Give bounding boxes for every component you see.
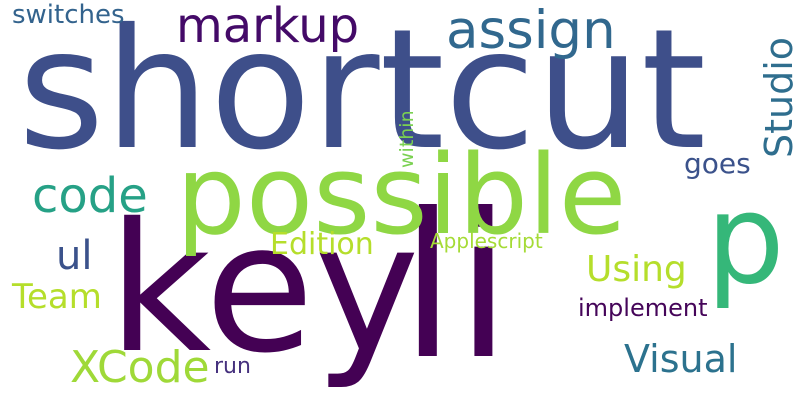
word-studio: Studio bbox=[757, 36, 800, 158]
word-markup: markup bbox=[176, 0, 360, 54]
word-run: run bbox=[214, 354, 251, 379]
word-possible: possible bbox=[176, 131, 627, 259]
word-team: Team bbox=[12, 277, 102, 317]
word-goes: goes bbox=[684, 147, 751, 180]
word-li: li bbox=[400, 171, 512, 400]
word-using: Using bbox=[586, 249, 687, 290]
word-p: p bbox=[706, 168, 785, 312]
word-assign: assign bbox=[446, 0, 616, 61]
word-applescript: Applescript bbox=[430, 229, 543, 253]
word-implement: implement bbox=[578, 294, 708, 322]
word-code: code bbox=[32, 168, 148, 224]
word-edition: Edition bbox=[270, 227, 374, 262]
word-key: key bbox=[108, 185, 420, 392]
word-xcode: XCode bbox=[70, 342, 210, 393]
word-shortcut: shortcut bbox=[18, 0, 707, 187]
word-within: within bbox=[396, 110, 418, 168]
word-visual: Visual bbox=[624, 337, 738, 381]
word-switches: switches bbox=[12, 0, 125, 30]
word-ul: ul bbox=[56, 233, 93, 279]
